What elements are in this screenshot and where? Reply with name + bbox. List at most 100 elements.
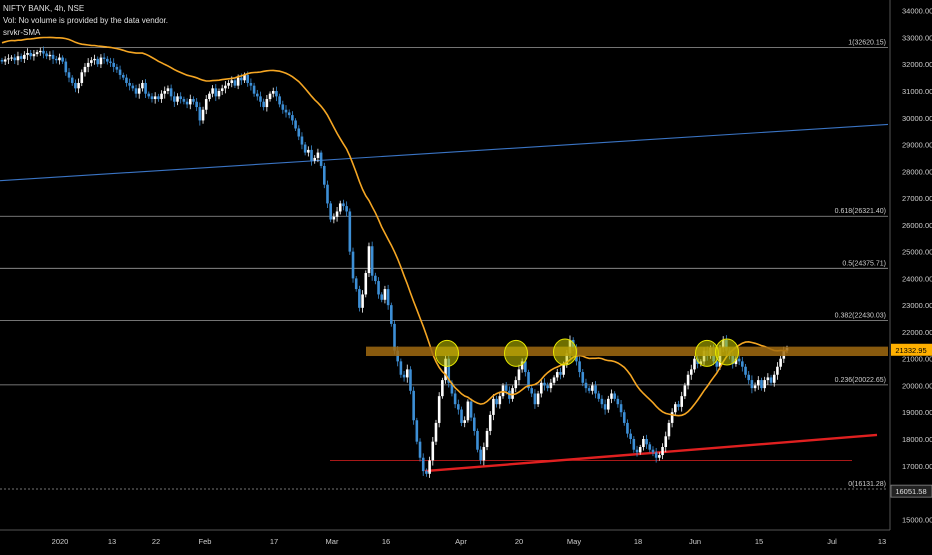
candle-body bbox=[520, 361, 524, 370]
candle-body bbox=[354, 278, 358, 290]
candle-body bbox=[578, 361, 581, 373]
candle-body bbox=[603, 404, 607, 410]
candle-body bbox=[597, 393, 601, 399]
candle-body bbox=[220, 88, 224, 92]
candle-body bbox=[134, 88, 138, 94]
candle-body bbox=[530, 388, 534, 394]
candle-body bbox=[240, 77, 243, 81]
resistance-touch-circle bbox=[553, 338, 577, 366]
candle-body bbox=[332, 216, 336, 220]
sma-path bbox=[1, 36, 788, 417]
candle-body bbox=[303, 144, 307, 153]
candle-body bbox=[466, 401, 470, 421]
candle-body bbox=[204, 99, 208, 110]
candle-body bbox=[632, 438, 636, 450]
candle-body bbox=[32, 54, 36, 57]
candle-body bbox=[626, 422, 629, 434]
candle-body bbox=[421, 457, 425, 472]
candle-body bbox=[115, 66, 119, 70]
candle-body bbox=[278, 96, 281, 105]
candle-body bbox=[13, 57, 17, 61]
candle-body bbox=[259, 96, 262, 102]
candle-body bbox=[415, 420, 419, 442]
candle-body bbox=[370, 246, 374, 276]
time-axis: 2020 13 22 Feb 17 Mar 16 Apr 20 May 18 Jun 15 Jul 13 bbox=[0, 529, 890, 546]
candle-body bbox=[338, 203, 342, 212]
candle-body bbox=[756, 380, 760, 386]
candle-body bbox=[747, 374, 751, 381]
candle-body bbox=[504, 385, 508, 391]
candle-body bbox=[638, 447, 642, 453]
candle-body bbox=[418, 441, 422, 458]
candle-body bbox=[683, 385, 687, 397]
candle-body bbox=[482, 447, 486, 461]
candle-body bbox=[147, 93, 151, 97]
candle-body bbox=[552, 377, 556, 383]
candle-body bbox=[600, 398, 604, 405]
candle-body bbox=[307, 149, 310, 153]
candle-body bbox=[74, 82, 77, 89]
candle-body bbox=[265, 99, 269, 108]
candle-body bbox=[658, 455, 661, 458]
candle-body bbox=[635, 449, 639, 453]
candle-body bbox=[760, 380, 763, 389]
resistance-touch-circle bbox=[435, 339, 459, 367]
candle-body bbox=[351, 251, 355, 279]
candle-body bbox=[217, 91, 221, 97]
price-tick-label: 15000.00 bbox=[902, 515, 932, 524]
candle-body bbox=[70, 77, 74, 83]
candle-body bbox=[734, 358, 738, 365]
candle-body bbox=[779, 358, 782, 367]
candle-body bbox=[776, 366, 779, 375]
low-marker-tag bbox=[890, 484, 932, 498]
candle-body bbox=[281, 104, 285, 110]
candle-body bbox=[176, 96, 179, 102]
time-tick-label: 22 bbox=[152, 537, 160, 546]
candle-body bbox=[236, 77, 240, 86]
candle-body bbox=[514, 380, 518, 389]
candle-body bbox=[358, 289, 361, 308]
candle-body bbox=[300, 136, 304, 145]
candle-body bbox=[677, 404, 680, 407]
candle-body bbox=[664, 436, 668, 448]
candle-body bbox=[402, 374, 406, 378]
price-tick-label: 25000.00 bbox=[902, 248, 932, 257]
candle-body bbox=[769, 377, 773, 383]
candle-body bbox=[313, 157, 317, 161]
candle-body bbox=[316, 152, 320, 158]
candle-body bbox=[670, 412, 674, 423]
candle-body bbox=[201, 109, 205, 121]
candle-body bbox=[766, 377, 770, 381]
fib-label: 0.236(20022.65) bbox=[835, 377, 886, 384]
candle-body bbox=[233, 80, 237, 86]
price-tick-label: 24000.00 bbox=[902, 274, 932, 283]
candle-body bbox=[524, 361, 527, 373]
last-price-text: 21332.95 bbox=[895, 346, 926, 355]
candle-body bbox=[224, 85, 227, 89]
candle-body bbox=[345, 206, 348, 212]
time-tick-label: 18 bbox=[634, 537, 642, 546]
candle-body bbox=[629, 433, 632, 439]
candle-body bbox=[476, 430, 479, 450]
candle-body bbox=[153, 96, 157, 100]
candle-body bbox=[479, 449, 482, 461]
candle-body bbox=[689, 369, 693, 375]
candle-body bbox=[297, 128, 301, 137]
time-tick-label: Jul bbox=[827, 537, 837, 546]
candle-body bbox=[367, 246, 371, 274]
candle-body bbox=[661, 447, 664, 456]
candle-body bbox=[613, 393, 616, 399]
candle-body bbox=[492, 398, 495, 415]
candle-body bbox=[463, 420, 467, 423]
price-tick-label: 29000.00 bbox=[902, 141, 932, 150]
candle-body bbox=[648, 444, 652, 450]
candle-body bbox=[651, 449, 655, 453]
candle-body bbox=[23, 54, 26, 59]
candle-body bbox=[393, 323, 396, 351]
candle-body bbox=[342, 203, 345, 207]
candle-body bbox=[527, 372, 530, 389]
candle-body bbox=[77, 82, 80, 89]
candle-body bbox=[511, 388, 514, 399]
